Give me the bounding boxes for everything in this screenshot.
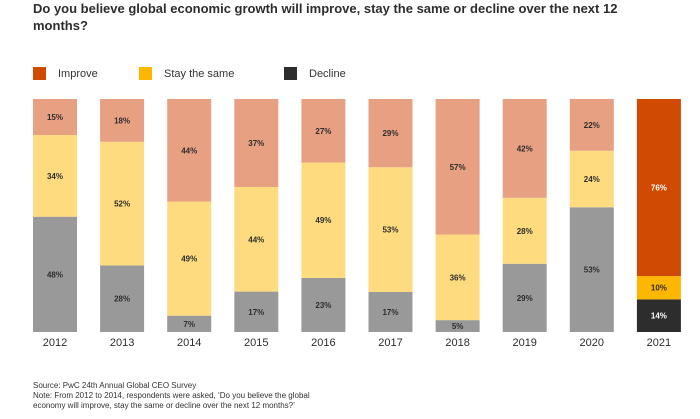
data-label-2014-improve: 44% <box>181 146 197 155</box>
bar-2017-decline <box>368 291 413 332</box>
data-label-2015-stay-the-same: 44% <box>248 235 264 244</box>
bar-2021-stay-the-same <box>636 276 681 300</box>
data-label-2019-decline: 29% <box>517 294 533 303</box>
data-label-2016-decline: 23% <box>315 301 331 310</box>
data-label-2019-improve: 42% <box>517 144 533 153</box>
bar-2013-stay-the-same <box>100 141 145 266</box>
data-label-2012-stay-the-same: 34% <box>47 172 63 181</box>
bar-2017-stay-the-same <box>368 167 413 292</box>
source-note: Source: PwC 24th Annual Global CEO Surve… <box>33 381 197 390</box>
bar-2014-improve <box>167 99 212 202</box>
data-label-2018-improve: 57% <box>450 163 466 172</box>
footer: Source: PwC 24th Annual Global CEO Surve… <box>33 381 633 411</box>
bar-2012-decline <box>33 216 77 332</box>
bar-2013-improve <box>100 99 145 142</box>
bar-2021-decline <box>636 299 681 332</box>
data-label-2014-decline: 7% <box>183 320 195 329</box>
data-label-2017-improve: 29% <box>382 129 398 138</box>
data-label-2017-stay-the-same: 53% <box>382 226 398 235</box>
bar-2012-improve <box>33 99 77 136</box>
data-label-2018-decline: 5% <box>452 322 464 331</box>
bar-2015-stay-the-same <box>234 186 279 292</box>
data-label-2015-decline: 17% <box>248 308 264 317</box>
chart-title: Do you believe global economic growth wi… <box>33 1 618 33</box>
x-tick-label-2014: 2014 <box>177 337 201 349</box>
bar-2016-decline <box>301 277 346 332</box>
data-label-2013-improve: 18% <box>114 116 130 125</box>
data-label-2013-decline: 28% <box>114 295 130 304</box>
legend-item-stay-the-same: Stay the same <box>139 67 234 80</box>
data-label-2019-stay-the-same: 28% <box>517 227 533 236</box>
bar-2018-decline <box>435 320 480 332</box>
legend-item-improve: Improve <box>33 67 98 80</box>
data-label-2016-stay-the-same: 49% <box>315 216 331 225</box>
data-label-2015-improve: 37% <box>248 139 264 148</box>
data-label-2020-improve: 22% <box>584 121 600 130</box>
data-label-2021-improve: 76% <box>651 184 667 193</box>
legend-label-improve: Improve <box>58 67 98 80</box>
data-label-2012-decline: 48% <box>47 270 63 279</box>
x-tick-label-2016: 2016 <box>311 337 335 349</box>
bar-2014-decline <box>167 315 212 332</box>
survey-note-line-1: Note: From 2012 to 2014, respondents wer… <box>33 391 310 400</box>
x-tick-label-2015: 2015 <box>244 337 268 349</box>
bar-2016-stay-the-same <box>301 162 346 278</box>
legend-swatch-improve <box>33 67 46 80</box>
bar-2014-stay-the-same <box>167 201 212 316</box>
bar-2020-improve <box>569 99 614 151</box>
bar-2021-improve <box>636 99 681 277</box>
data-label-2013-stay-the-same: 52% <box>114 200 130 209</box>
x-tick-label-2020: 2020 <box>580 337 604 349</box>
bar-2018-improve <box>435 99 480 235</box>
data-label-2016-improve: 27% <box>315 127 331 136</box>
x-tick-label-2021: 2021 <box>647 337 671 349</box>
x-tick-label-2013: 2013 <box>110 337 134 349</box>
bar-2017-improve <box>368 99 413 168</box>
bar-2015-improve <box>234 99 279 187</box>
bar-2019-stay-the-same <box>502 197 547 264</box>
legend-label-stay-the-same: Stay the same <box>164 67 235 80</box>
bar-2019-decline <box>502 263 547 332</box>
data-label-2017-decline: 17% <box>382 308 398 317</box>
data-label-2020-stay-the-same: 24% <box>584 175 600 184</box>
data-label-2021-stay-the-same: 10% <box>651 284 667 293</box>
x-tick-label-2012: 2012 <box>43 337 67 349</box>
x-tick-label-2019: 2019 <box>512 337 536 349</box>
bar-2015-decline <box>234 291 279 332</box>
data-label-2021-decline: 14% <box>651 312 667 321</box>
legend-swatch-stay-the-same <box>139 67 152 80</box>
data-label-2020-decline: 53% <box>584 266 600 275</box>
data-label-2012-improve: 15% <box>47 113 63 122</box>
bar-2018-stay-the-same <box>435 234 480 321</box>
survey-note-line-2: economy will improve, stay the same or d… <box>33 401 295 410</box>
legend-item-decline: Decline <box>284 67 346 80</box>
data-label-2018-stay-the-same: 36% <box>450 273 466 282</box>
bar-2016-improve <box>301 99 346 163</box>
legend-swatch-decline <box>284 67 297 80</box>
stacked-bar-chart: 48% 34% 15% 2012 28% 52% 18% 2013 7% 49% 44% 2014 17… <box>33 99 681 349</box>
x-tick-label-2017: 2017 <box>378 337 402 349</box>
bar-2013-decline <box>100 265 145 332</box>
data-label-2014-stay-the-same: 49% <box>181 255 197 264</box>
x-tick-label-2018: 2018 <box>445 337 469 349</box>
bar-2012-stay-the-same <box>33 135 77 217</box>
bar-2019-improve <box>502 99 547 198</box>
bar-2020-decline <box>569 207 614 332</box>
bar-2020-stay-the-same <box>569 150 614 208</box>
legend-label-decline: Decline <box>309 67 346 80</box>
